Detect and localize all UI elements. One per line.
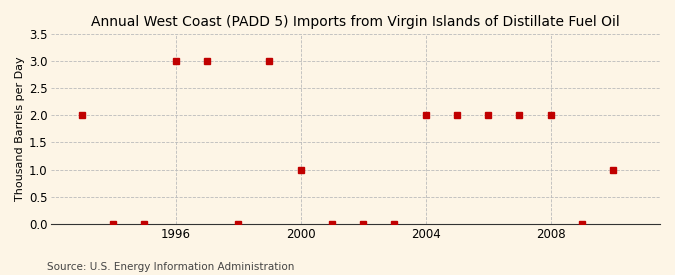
Text: Source: U.S. Energy Information Administration: Source: U.S. Energy Information Administ… [47, 262, 294, 272]
Title: Annual West Coast (PADD 5) Imports from Virgin Islands of Distillate Fuel Oil: Annual West Coast (PADD 5) Imports from … [91, 15, 620, 29]
Y-axis label: Thousand Barrels per Day: Thousand Barrels per Day [15, 57, 25, 201]
